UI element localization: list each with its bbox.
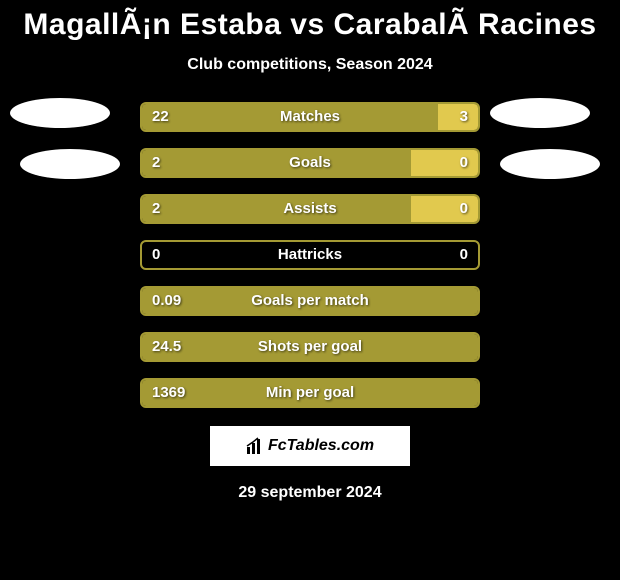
stat-value-right: 3: [460, 102, 468, 132]
stat-row: 1369Min per goal: [140, 378, 480, 408]
brand-text: FcTables.com: [268, 437, 374, 455]
player-left-badge-2: [20, 149, 120, 179]
stat-row: 2Assists0: [140, 194, 480, 224]
stat-label: Goals: [140, 148, 480, 178]
player-right-badge-2: [500, 149, 600, 179]
stat-label: Goals per match: [140, 286, 480, 316]
comparison-chart: 22Matches32Goals02Assists00Hattricks00.0…: [0, 102, 620, 408]
subtitle: Club competitions, Season 2024: [0, 56, 620, 74]
stat-value-right: 0: [460, 194, 468, 224]
stat-label: Shots per goal: [140, 332, 480, 362]
stat-label: Min per goal: [140, 378, 480, 408]
stat-value-right: 0: [460, 240, 468, 270]
stat-row: 0Hattricks0: [140, 240, 480, 270]
chart-icon: [246, 437, 264, 455]
player-left-badge-1: [10, 98, 110, 128]
stat-row: 2Goals0: [140, 148, 480, 178]
date-text: 29 september 2024: [0, 484, 620, 502]
stat-value-right: 0: [460, 148, 468, 178]
stat-label: Hattricks: [140, 240, 480, 270]
stat-label: Assists: [140, 194, 480, 224]
stat-row: 24.5Shots per goal: [140, 332, 480, 362]
fctables-logo: FcTables.com: [210, 426, 410, 466]
player-right-badge-1: [490, 98, 590, 128]
stat-label: Matches: [140, 102, 480, 132]
stat-row: 22Matches3: [140, 102, 480, 132]
stat-row: 0.09Goals per match: [140, 286, 480, 316]
page-title: MagallÃ¡n Estaba vs CarabalÃ­ Racines: [0, 0, 620, 42]
